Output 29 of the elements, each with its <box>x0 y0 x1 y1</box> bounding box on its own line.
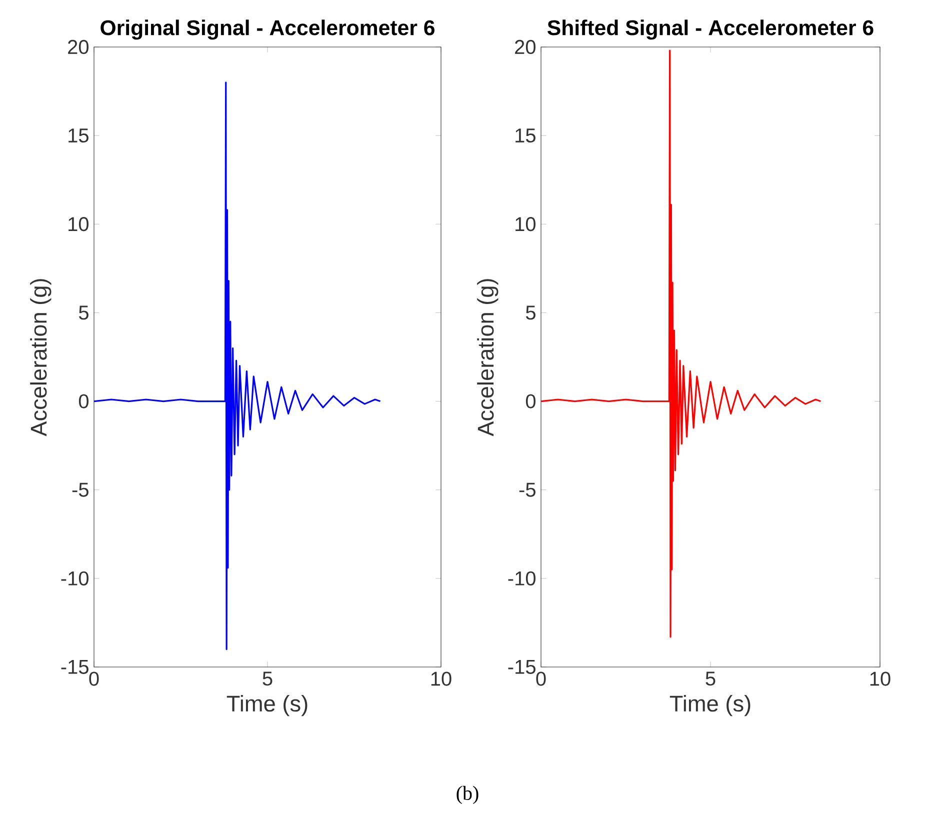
y-tick-label: 15 <box>68 128 88 143</box>
text: (b) <box>456 786 478 804</box>
x-axis-title: Time (s) <box>226 695 308 716</box>
y-tick-label: -15 <box>61 660 88 674</box>
x-tick-label: 0 <box>536 672 546 686</box>
y-tick-label: 10 <box>516 217 536 232</box>
x-tick-label: 10 <box>870 672 890 686</box>
y-tick-label: 0 <box>526 394 536 408</box>
y-tick-label: -5 <box>72 482 88 497</box>
y-tick-label: 0 <box>78 394 89 408</box>
chart-title: Original Signal - Accelerometer 6 <box>100 20 434 40</box>
x-tick-label: 0 <box>89 672 99 686</box>
y-tick-label: -15 <box>508 660 536 674</box>
x-tick-label: 5 <box>262 672 272 686</box>
y-tick-label: 15 <box>516 128 536 143</box>
y-axis-title: Acceleration (g) <box>477 279 498 436</box>
x-tick-label: 5 <box>706 672 716 686</box>
x-axis-title: Time (s) <box>670 695 750 716</box>
y-tick-label: 20 <box>68 40 88 54</box>
y-tick-label: -5 <box>519 482 536 497</box>
y-tick-label: 10 <box>68 217 88 232</box>
chart-title: Shifted Signal - Accelerometer 6 <box>548 20 874 40</box>
y-tick-label: 5 <box>78 306 88 320</box>
y-tick-label: 20 <box>515 40 536 54</box>
y-axis-title: Acceleration (g) <box>30 279 52 436</box>
y-tick-label: 5 <box>526 306 536 320</box>
y-tick-label: -10 <box>508 571 536 586</box>
x-tick-label: 10 <box>431 672 452 686</box>
y-tick-label: -10 <box>61 571 88 586</box>
